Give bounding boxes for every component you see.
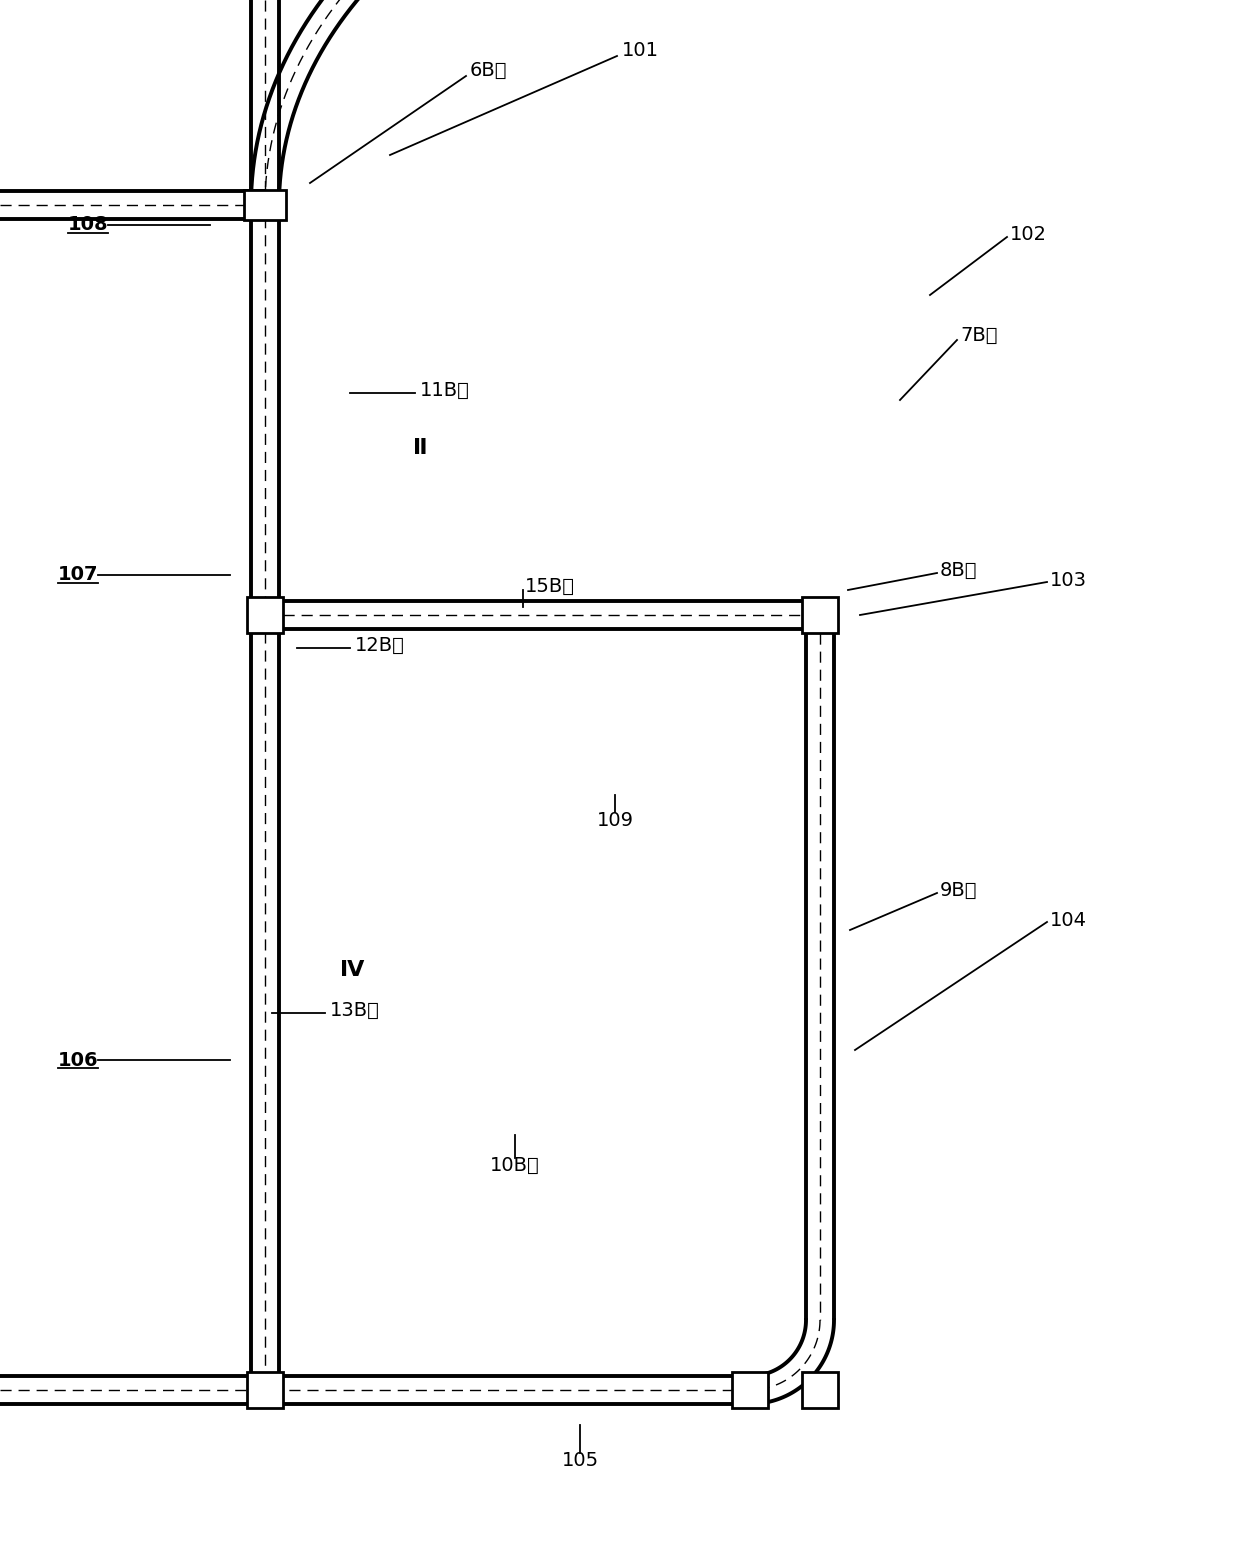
Text: 101: 101 [621,41,658,59]
Text: 15B部: 15B部 [525,576,575,595]
Bar [802,1371,838,1407]
Text: Ⅱ: Ⅱ [413,437,428,458]
Text: 108: 108 [68,216,109,234]
Text: 10B部: 10B部 [490,1156,539,1175]
Text: 104: 104 [1050,911,1087,929]
Text: 8B部: 8B部 [940,561,977,580]
Text: Ⅳ: Ⅳ [340,961,365,979]
Text: 6B部: 6B部 [469,61,507,80]
Bar [247,1371,283,1407]
Text: 103: 103 [1050,570,1087,589]
Bar [732,1371,768,1407]
Text: 107: 107 [58,565,98,584]
Bar [802,597,838,633]
Text: 13B部: 13B部 [330,1001,379,1020]
Text: 9B部: 9B部 [940,881,977,900]
Text: 105: 105 [562,1451,599,1470]
Text: 7B部: 7B部 [960,325,997,345]
Text: 12B部: 12B部 [355,636,405,654]
Text: 11B部: 11B部 [420,381,470,400]
Text: 109: 109 [596,811,634,829]
Text: 102: 102 [1011,225,1047,245]
Bar [244,191,286,220]
Text: 106: 106 [58,1051,99,1070]
Bar [247,597,283,633]
